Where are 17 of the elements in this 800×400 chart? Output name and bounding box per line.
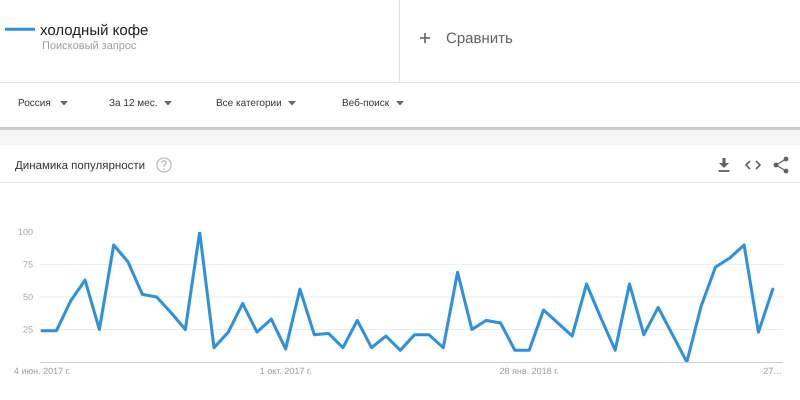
line-series	[40, 232, 774, 362]
y-tick-label: 100	[18, 227, 33, 238]
y-tick-label: 50	[22, 292, 33, 302]
x-tick-label: 1 окт. 2017 г.	[260, 366, 312, 376]
x-tick-label: 28 янв. 2018 г.	[500, 366, 559, 376]
text: Все категории	[216, 98, 282, 109]
text: Сравнить	[446, 30, 514, 47]
text: Веб-поиск	[342, 98, 390, 109]
text: За 12 мес.	[109, 98, 158, 109]
y-tick-label: 25	[22, 324, 33, 335]
text: Поисковый запрос	[42, 40, 138, 52]
x-tick-label: 27…	[763, 366, 782, 376]
text: Россия	[18, 98, 51, 109]
legend-label: холодный кофе	[40, 22, 148, 40]
x-tick-label: 4 июн. 2017 г.	[14, 366, 70, 376]
y-tick-label: 75	[22, 260, 33, 270]
chart-title: Динамика популярности	[15, 160, 146, 172]
